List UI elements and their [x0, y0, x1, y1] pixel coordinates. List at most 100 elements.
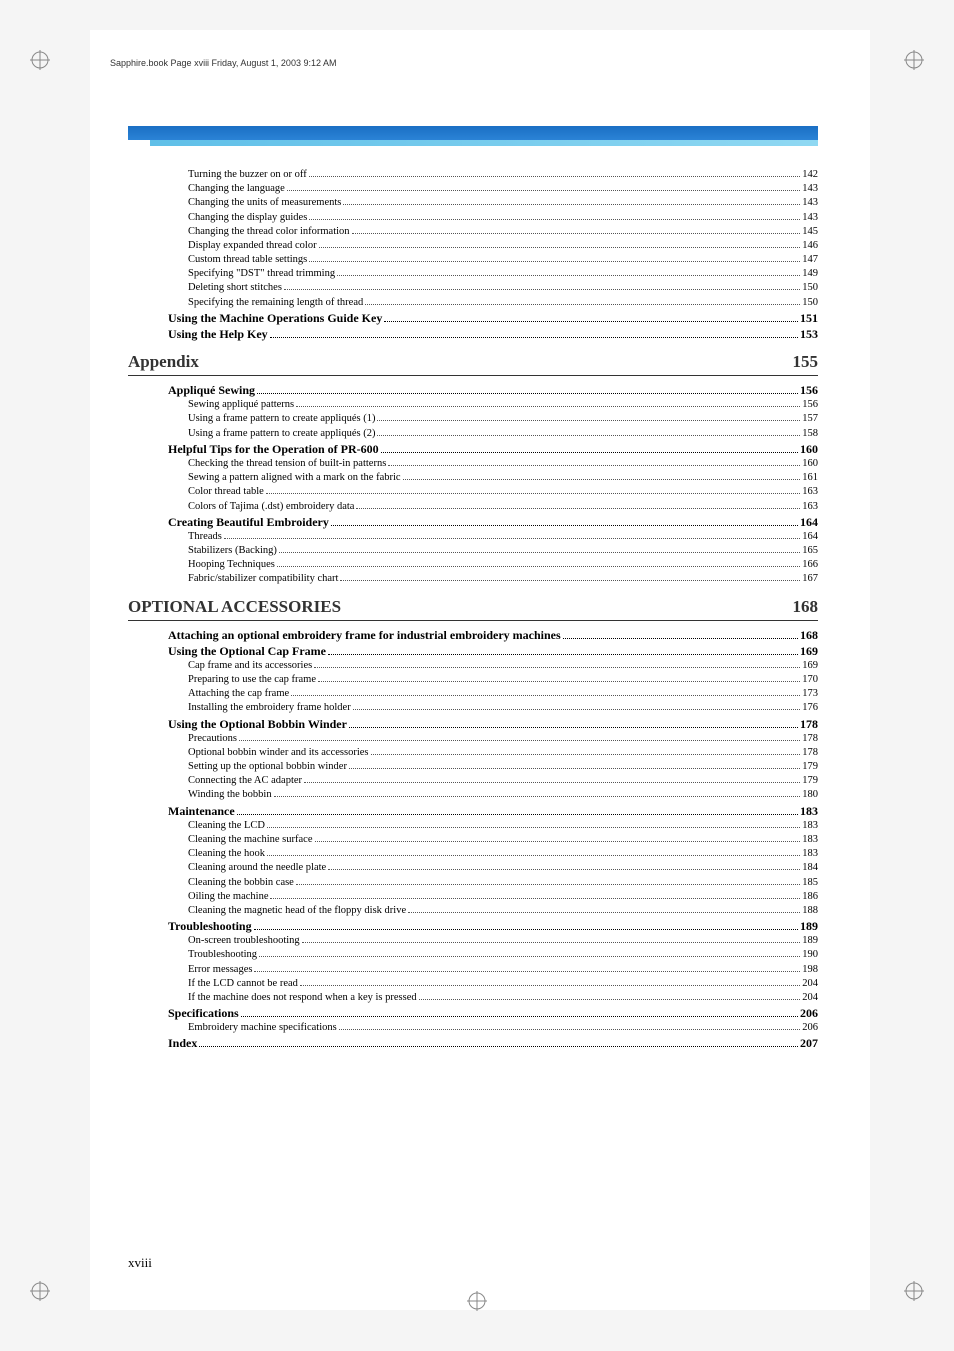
toc-leader-dots	[302, 942, 801, 943]
toc-line: Embroidery machine specifications206	[128, 1021, 818, 1035]
toc-line: Color thread table163	[128, 485, 818, 499]
crop-mark-top-right	[904, 50, 924, 70]
toc-leader-dots	[291, 695, 800, 696]
toc-line: Colors of Tajima (.dst) embroidery data1…	[128, 500, 818, 514]
section-page: 155	[793, 352, 819, 372]
toc-label: Troubleshooting	[188, 948, 257, 962]
toc-leader-dots	[314, 667, 800, 668]
toc-label: Hooping Techniques	[188, 558, 275, 572]
toc-label: Specifying the remaining length of threa…	[188, 296, 363, 310]
toc-page: 180	[802, 788, 818, 802]
toc-page: 183	[802, 833, 818, 847]
toc-leader-dots	[315, 841, 801, 842]
toc-page: 166	[802, 558, 818, 572]
toc-label: Error messages	[188, 963, 252, 977]
toc-line: Precautions178	[128, 732, 818, 746]
toc-leader-dots	[270, 337, 798, 338]
toc-label: Colors of Tajima (.dst) embroidery data	[188, 500, 354, 514]
toc-page: 204	[802, 977, 818, 991]
toc-leader-dots	[343, 204, 800, 205]
toc-leader-dots	[328, 654, 798, 655]
section-page: 168	[793, 597, 819, 617]
toc-label: Troubleshooting	[168, 918, 252, 934]
toc-label: Changing the units of measurements	[188, 196, 341, 210]
toc-page: 179	[802, 774, 818, 788]
toc-leader-dots	[199, 1046, 798, 1047]
toc-page: 169	[802, 659, 818, 673]
toc-page: 150	[802, 281, 818, 295]
toc-label: Threads	[188, 530, 222, 544]
toc-leader-dots	[241, 1016, 798, 1017]
toc-content: Turning the buzzer on or off142Changing …	[128, 168, 818, 1052]
toc-page: 183	[802, 847, 818, 861]
toc-line: Changing the language143	[128, 182, 818, 196]
toc-page: 157	[802, 412, 818, 426]
toc-leader-dots	[296, 406, 800, 407]
toc-line: Optional bobbin winder and its accessori…	[128, 746, 818, 760]
toc-leader-dots	[403, 479, 801, 480]
toc-leader-dots	[384, 321, 798, 322]
toc-line: Changing the units of measurements143	[128, 196, 818, 210]
toc-page: 160	[802, 457, 818, 471]
toc-line: Display expanded thread color146	[128, 239, 818, 253]
toc-line: Cap frame and its accessories 169	[128, 659, 818, 673]
toc-line: Specifications206	[128, 1005, 818, 1021]
toc-page: 145	[802, 225, 818, 239]
toc-page: 204	[802, 991, 818, 1005]
toc-leader-dots	[309, 261, 800, 262]
toc-line: Checking the thread tension of built-in …	[128, 457, 818, 471]
toc-page: 164	[800, 514, 818, 530]
toc-label: If the machine does not respond when a k…	[188, 991, 417, 1005]
toc-leader-dots	[224, 538, 800, 539]
toc-line: Connecting the AC adapter179	[128, 774, 818, 788]
toc-label: Cleaning the magnetic head of the floppy…	[188, 904, 406, 918]
toc-label: Custom thread table settings	[188, 253, 307, 267]
toc-line: Cleaning the machine surface183	[128, 833, 818, 847]
toc-leader-dots	[259, 956, 800, 957]
toc-page: 198	[802, 963, 818, 977]
toc-line: Creating Beautiful Embroidery164	[128, 514, 818, 530]
toc-line: Sewing a pattern aligned with a mark on …	[128, 471, 818, 485]
toc-leader-dots	[318, 681, 800, 682]
toc-label: Attaching the cap frame	[188, 687, 289, 701]
toc-leader-dots	[300, 985, 800, 986]
toc-page: 206	[802, 1021, 818, 1035]
toc-label: Precautions	[188, 732, 237, 746]
toc-leader-dots	[267, 855, 800, 856]
toc-label: Cap frame and its accessories	[188, 659, 312, 673]
toc-line: Cleaning the bobbin case185	[128, 876, 818, 890]
toc-line: Using the Optional Cap Frame 169	[128, 643, 818, 659]
toc-page: 156	[800, 382, 818, 398]
toc-leader-dots	[267, 827, 800, 828]
toc-label: Using the Optional Cap Frame	[168, 643, 326, 659]
toc-page: 156	[802, 398, 818, 412]
toc-page: 189	[800, 918, 818, 934]
toc-line: Specifying "DST" thread trimming149	[128, 267, 818, 281]
toc-page: 169	[800, 643, 818, 659]
toc-label: Using a frame pattern to create appliqué…	[188, 427, 375, 441]
toc-label: Attaching an optional embroidery frame f…	[168, 627, 561, 643]
toc-leader-dots	[239, 740, 800, 741]
toc-line: Oiling the machine186	[128, 890, 818, 904]
toc-label: Turning the buzzer on or off	[188, 168, 307, 182]
toc-label: Changing the language	[188, 182, 285, 196]
crop-mark-bottom-center	[467, 1291, 487, 1311]
toc-page: 147	[802, 253, 818, 267]
toc-label: Maintenance	[168, 803, 235, 819]
toc-label: Cleaning the LCD	[188, 819, 265, 833]
toc-page: 143	[802, 211, 818, 225]
toc-leader-dots	[365, 304, 800, 305]
toc-line: Stabilizers (Backing)165	[128, 544, 818, 558]
toc-leader-dots	[328, 869, 800, 870]
toc-line: Using a frame pattern to create appliqué…	[128, 427, 818, 441]
toc-leader-dots	[419, 999, 801, 1000]
toc-page: 188	[802, 904, 818, 918]
toc-leader-dots	[377, 420, 800, 421]
toc-line: Attaching the cap frame173	[128, 687, 818, 701]
toc-line: Troubleshooting 189	[128, 918, 818, 934]
toc-line: Sewing appliqué patterns156	[128, 398, 818, 412]
toc-line: Index207	[128, 1035, 818, 1051]
toc-page: 176	[802, 701, 818, 715]
toc-line: Attaching an optional embroidery frame f…	[128, 627, 818, 643]
toc-leader-dots	[381, 452, 798, 453]
